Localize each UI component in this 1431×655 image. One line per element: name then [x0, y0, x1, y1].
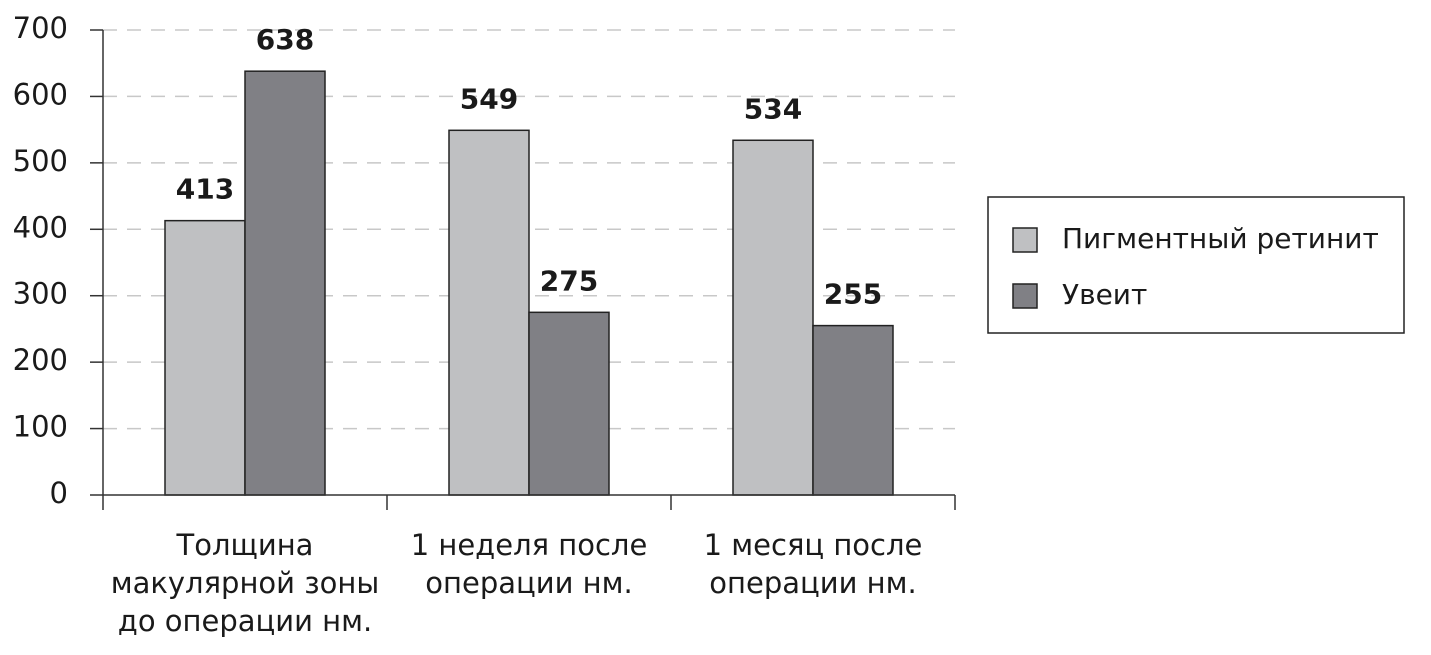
legend-label: Пигментный ретинит — [1062, 222, 1379, 255]
y-tick-label: 700 — [13, 11, 68, 45]
data-label: 255 — [824, 278, 882, 311]
x-tick-label: 1 месяц после операции нм. — [703, 528, 923, 600]
y-tick-label: 0 — [50, 476, 68, 510]
x-tick-label: 1 неделя после операции нм. — [410, 528, 648, 600]
y-tick-label: 100 — [13, 410, 68, 444]
bar — [164, 219, 246, 496]
x-tick-label: Толщина макулярной зоны до операции нм. — [110, 528, 380, 638]
legend-box — [987, 196, 1405, 334]
data-label: 549 — [460, 82, 518, 115]
data-label: 534 — [744, 92, 802, 125]
bar — [812, 324, 894, 496]
y-tick-label: 200 — [13, 343, 68, 377]
bar — [732, 139, 814, 496]
bar — [528, 311, 610, 496]
y-tick-label: 400 — [13, 210, 68, 244]
y-tick-label: 600 — [13, 77, 68, 111]
legend-label: Увеит — [1062, 278, 1147, 311]
data-label: 413 — [176, 173, 234, 206]
legend-swatch — [1012, 283, 1038, 309]
data-label: 638 — [256, 23, 314, 56]
data-label: 275 — [540, 264, 598, 297]
bar — [244, 70, 326, 496]
legend-swatch — [1012, 227, 1038, 253]
bar — [448, 129, 530, 496]
y-tick-label: 300 — [13, 277, 68, 311]
y-tick-label: 500 — [13, 144, 68, 178]
